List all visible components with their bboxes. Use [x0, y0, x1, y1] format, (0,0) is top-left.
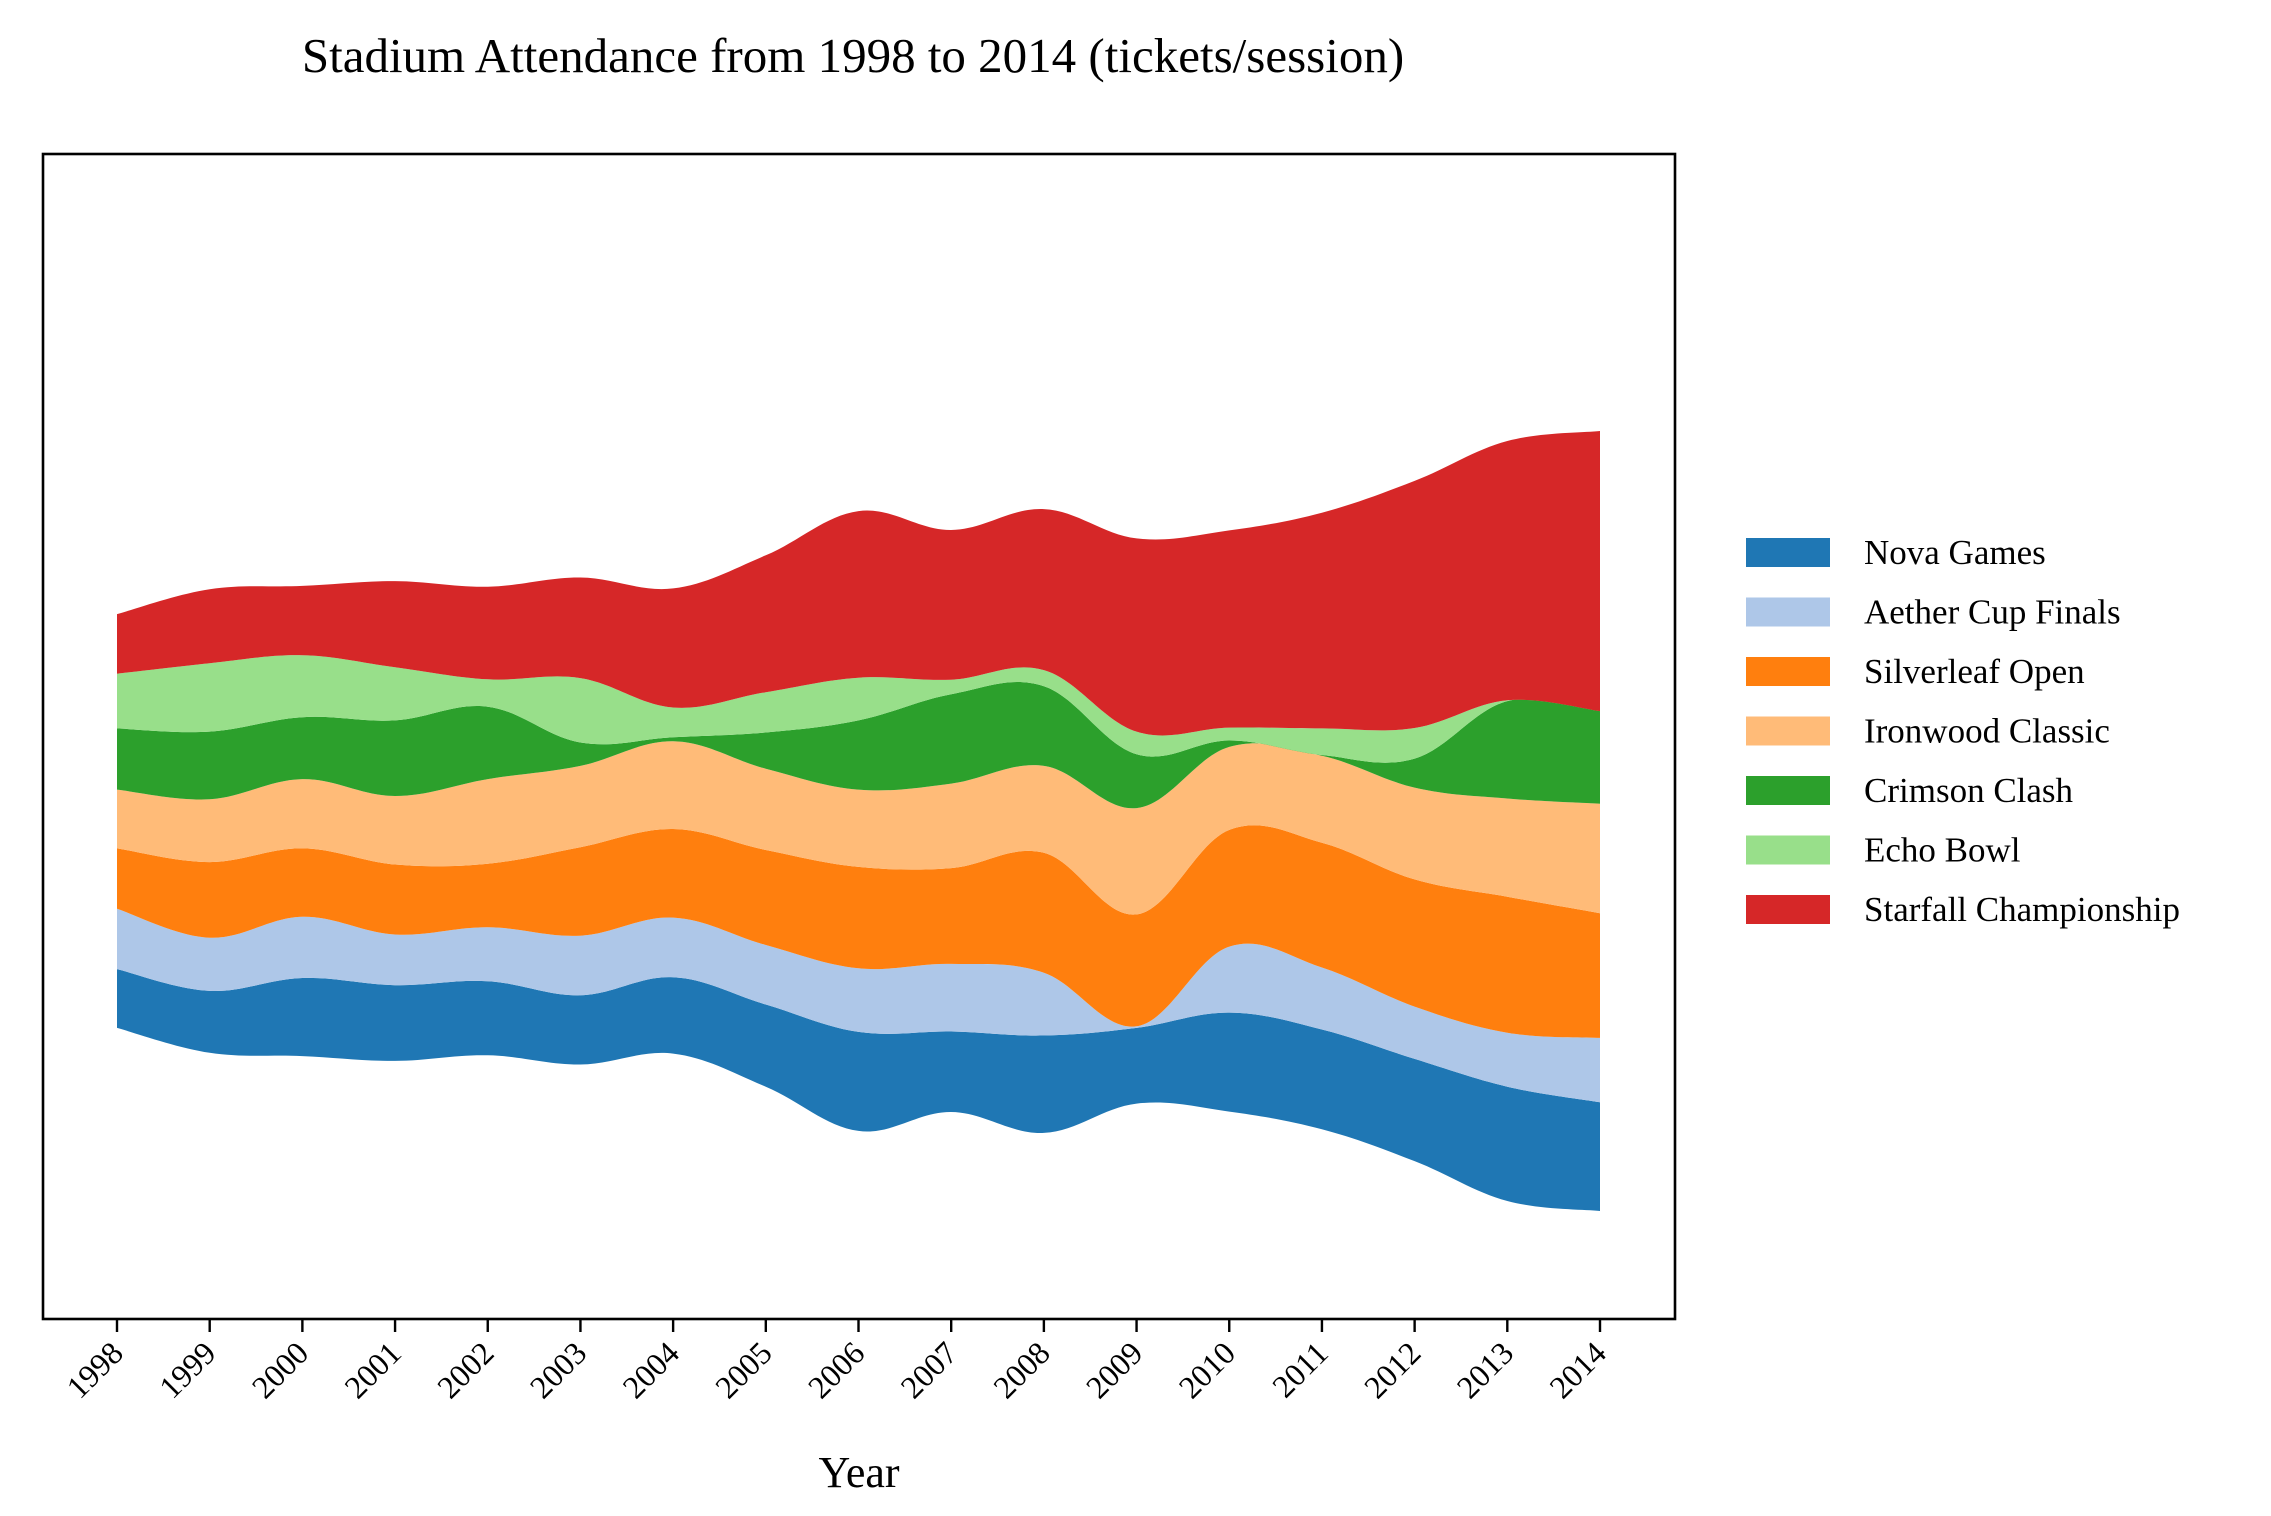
legend-label: Ironwood Classic [1864, 712, 2110, 751]
area-starfall-championship [117, 431, 1600, 736]
legend-label: Starfall Championship [1864, 890, 2180, 929]
area-silverleaf-open [117, 825, 1600, 1038]
legend-label: Echo Bowl [1864, 831, 2021, 870]
legend-swatch [1746, 835, 1830, 865]
chart-title: Stadium Attendance from 1998 to 2014 (ti… [302, 28, 1404, 83]
area-echo-bowl [117, 655, 1600, 763]
area-ironwood-classic [117, 741, 1600, 915]
legend-label: Aether Cup Finals [1864, 593, 2121, 632]
legend-label: Crimson Clash [1864, 771, 2074, 810]
area-aether-cup-finals [117, 908, 1600, 1103]
legend-label: Nova Games [1864, 533, 2046, 572]
area-crimson-clash [117, 681, 1600, 809]
area-nova-games [117, 969, 1600, 1211]
legend-swatch [1746, 657, 1830, 686]
series-areas [117, 431, 1600, 1211]
legend-swatch [1746, 597, 1830, 627]
legend-swatch [1746, 538, 1830, 567]
legend-swatch [1746, 716, 1830, 746]
legend-swatch [1746, 776, 1830, 805]
legend: Nova Games Aether Cup Finals Silverleaf Op… [1746, 533, 2180, 929]
legend-label: Silverleaf Open [1864, 652, 2085, 691]
x-axis-label: Year [818, 1448, 899, 1497]
legend-swatch [1746, 895, 1830, 924]
